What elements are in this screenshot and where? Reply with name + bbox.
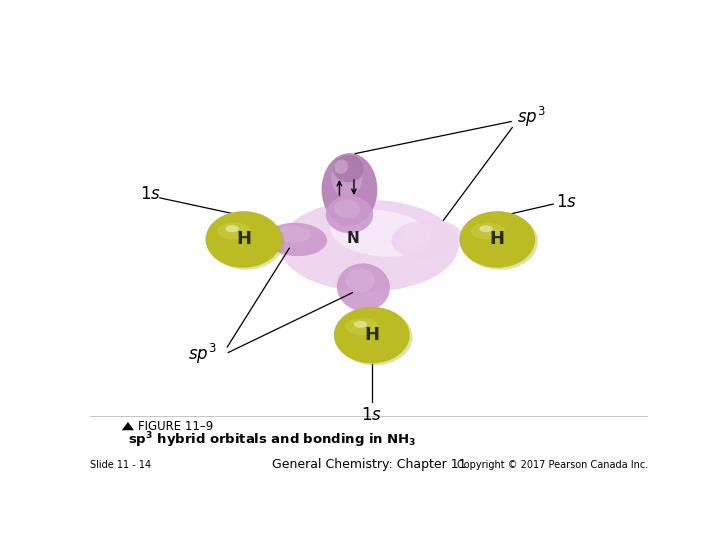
- Text: H: H: [490, 231, 505, 248]
- Ellipse shape: [330, 210, 430, 256]
- Text: FIGURE 11–9: FIGURE 11–9: [138, 420, 213, 433]
- Text: Copyright © 2017 Pearson Canada Inc.: Copyright © 2017 Pearson Canada Inc.: [456, 460, 648, 470]
- Ellipse shape: [277, 226, 311, 242]
- Ellipse shape: [392, 220, 464, 259]
- Text: N: N: [347, 231, 360, 246]
- Text: $1s$: $1s$: [556, 193, 577, 211]
- Ellipse shape: [208, 213, 284, 270]
- Ellipse shape: [337, 309, 413, 366]
- Text: $1s$: $1s$: [140, 185, 161, 202]
- Ellipse shape: [334, 199, 360, 218]
- Text: H: H: [364, 326, 379, 344]
- Ellipse shape: [266, 222, 327, 256]
- Ellipse shape: [225, 225, 239, 232]
- Ellipse shape: [280, 200, 458, 292]
- Ellipse shape: [205, 211, 282, 268]
- Text: $sp^3$: $sp^3$: [188, 342, 216, 366]
- Ellipse shape: [346, 268, 375, 292]
- Text: $sp^3$: $sp^3$: [517, 105, 545, 129]
- Ellipse shape: [471, 222, 505, 239]
- Ellipse shape: [322, 153, 377, 226]
- Polygon shape: [122, 422, 134, 430]
- Ellipse shape: [333, 155, 364, 183]
- Ellipse shape: [345, 318, 379, 335]
- Ellipse shape: [337, 264, 390, 311]
- Ellipse shape: [217, 222, 251, 239]
- Text: $\mathit{\mathbf{sp}}^{\mathbf{3}}$$\mathbf{\ hybrid\ orbitals\ and\ bonding\ in: $\mathit{\mathbf{sp}}^{\mathbf{3}}$$\mat…: [128, 430, 416, 450]
- Text: $1s$: $1s$: [361, 406, 382, 424]
- Text: H: H: [236, 231, 251, 248]
- Text: General Chemistry: Chapter 11: General Chemistry: Chapter 11: [271, 458, 467, 471]
- Ellipse shape: [325, 196, 373, 233]
- Ellipse shape: [480, 225, 492, 232]
- Ellipse shape: [403, 224, 444, 244]
- Ellipse shape: [354, 321, 367, 328]
- Ellipse shape: [334, 159, 348, 174]
- Ellipse shape: [334, 307, 410, 363]
- Ellipse shape: [462, 213, 538, 270]
- Ellipse shape: [331, 160, 362, 197]
- Ellipse shape: [459, 211, 535, 268]
- Text: Slide 11 - 14: Slide 11 - 14: [90, 460, 151, 470]
